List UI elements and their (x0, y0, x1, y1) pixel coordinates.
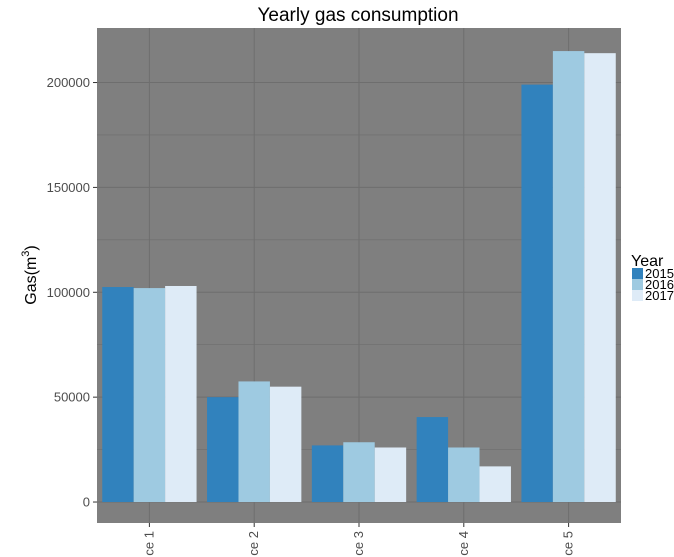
bar-2017-4 (479, 466, 511, 503)
x-tick-label: ce 4 (456, 531, 471, 556)
legend-label-2016: 2016 (645, 277, 674, 292)
bar-2015-5 (521, 84, 553, 503)
bar-2015-2 (207, 397, 239, 503)
y-axis: 0 50000 100000 150000 200000 (47, 75, 97, 510)
y-tick-label: 150000 (47, 180, 90, 195)
chart-title: Yearly gas consumption (257, 5, 458, 26)
bar-2016-2 (238, 381, 270, 503)
bars (102, 51, 616, 503)
x-axis: ce 1 ce 2 ce 3 ce 4 ce 5 (141, 523, 576, 556)
bar-2017-5 (584, 53, 616, 503)
bar-2017-1 (165, 285, 197, 503)
bar-2017-2 (269, 386, 302, 503)
bar-2016-5 (552, 51, 585, 503)
bar-2016-4 (448, 447, 480, 503)
x-tick-label: ce 1 (141, 531, 156, 556)
legend-swatch-2015 (632, 268, 643, 279)
legend-label-2015: 2015 (645, 266, 674, 281)
x-tick-label: ce 5 (561, 531, 576, 556)
bar-2016-3 (343, 442, 375, 503)
bar-2015-4 (416, 417, 449, 503)
y-tick-label: 200000 (47, 75, 90, 90)
legend-label-2017: 2017 (645, 288, 674, 303)
legend-swatch-2017 (632, 290, 643, 301)
bar-2017-3 (374, 447, 407, 503)
y-tick-label: 0 (83, 495, 90, 510)
x-tick-label: ce 2 (246, 531, 261, 556)
bar-2016-1 (133, 288, 166, 503)
bar-2015-3 (311, 445, 344, 503)
bar-2015-1 (102, 287, 134, 503)
legend-swatch-2016 (632, 279, 643, 290)
y-tick-label: 50000 (54, 390, 90, 405)
x-tick-label: ce 3 (351, 531, 366, 556)
y-tick-label: 100000 (47, 285, 90, 300)
y-axis-title: Gas(m3) (20, 245, 40, 304)
legend-title: Year (631, 253, 664, 270)
